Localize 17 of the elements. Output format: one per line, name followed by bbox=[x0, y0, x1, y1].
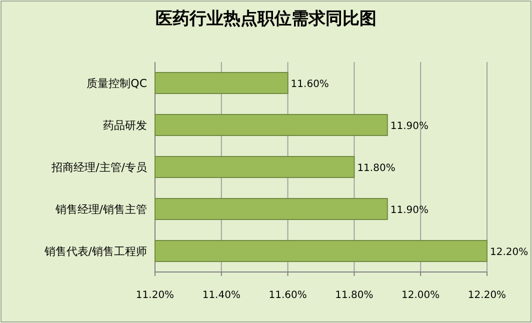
x-tick-label: 11.40% bbox=[202, 290, 240, 301]
y-tick-label: 销售经理/销售主管 bbox=[54, 203, 147, 216]
x-tick-label: 12.20% bbox=[468, 290, 506, 301]
x-tick-label: 11.20% bbox=[136, 290, 174, 301]
x-tick-label: 11.80% bbox=[335, 290, 374, 301]
data-label: 11.90% bbox=[390, 121, 429, 132]
data-label: 11.90% bbox=[390, 205, 429, 216]
y-tick-label: 招商经理/主管/专员 bbox=[50, 161, 147, 174]
data-label: 11.60% bbox=[290, 79, 329, 90]
data-label: 11.80% bbox=[357, 163, 396, 174]
x-tick-label: 11.60% bbox=[268, 290, 307, 301]
chart-title: 医药行业热点职位需求同比图 bbox=[156, 9, 376, 29]
data-label: 12.20% bbox=[490, 247, 528, 258]
y-tick-label: 销售代表/销售工程师 bbox=[43, 245, 147, 258]
y-tick-label: 药品研发 bbox=[103, 119, 147, 132]
y-tick-label: 质量控制QC bbox=[86, 77, 148, 90]
x-tick-label: 12.00% bbox=[402, 290, 440, 301]
